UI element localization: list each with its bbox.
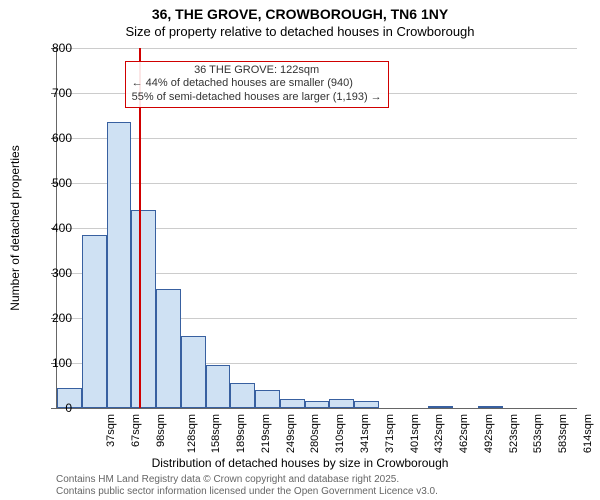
annotation-box: 36 THE GROVE: 122sqm← 44% of detached ho… <box>125 61 389 108</box>
y-tick-label: 0 <box>32 401 72 415</box>
histogram-bar <box>230 383 255 408</box>
gridline <box>57 138 577 139</box>
attribution-line: Contains HM Land Registry data © Crown c… <box>56 474 438 486</box>
y-tick-label: 400 <box>32 221 72 235</box>
x-tick-label: 401sqm <box>409 414 421 453</box>
x-tick-label: 249sqm <box>285 414 297 453</box>
attribution: Contains HM Land Registry data © Crown c… <box>56 474 438 498</box>
x-tick-label: 341sqm <box>359 414 371 453</box>
chart-container: 36, THE GROVE, CROWBOROUGH, TN6 1NY Size… <box>0 0 600 500</box>
attribution-line: Contains public sector information licen… <box>56 486 438 498</box>
histogram-bar <box>280 399 305 408</box>
y-tick-label: 800 <box>32 41 72 55</box>
histogram-bar <box>478 406 503 408</box>
histogram-bar <box>255 390 280 408</box>
annotation-line: 36 THE GROVE: 122sqm <box>132 64 382 78</box>
x-tick-label: 98sqm <box>155 414 167 447</box>
x-tick-label: 583sqm <box>557 414 569 453</box>
histogram-bar <box>354 401 379 408</box>
x-tick-label: 523sqm <box>508 414 520 453</box>
y-axis-title: Number of detached properties <box>8 145 22 310</box>
chart-subtitle: Size of property relative to detached ho… <box>0 24 600 44</box>
x-tick-label: 189sqm <box>235 414 247 453</box>
x-tick-label: 310sqm <box>334 414 346 453</box>
gridline <box>57 183 577 184</box>
x-tick-label: 158sqm <box>211 414 223 453</box>
x-tick-label: 280sqm <box>310 414 322 453</box>
x-tick-label: 371sqm <box>384 414 396 453</box>
y-tick-label: 500 <box>32 176 72 190</box>
y-tick-label: 100 <box>32 356 72 370</box>
y-tick-label: 600 <box>32 131 72 145</box>
gridline <box>57 48 577 49</box>
histogram-bar <box>82 235 107 408</box>
annotation-line: ← 44% of detached houses are smaller (94… <box>132 77 382 91</box>
y-tick-label: 300 <box>32 266 72 280</box>
x-tick-label: 462sqm <box>458 414 470 453</box>
histogram-bar <box>107 122 132 408</box>
x-tick-label: 37sqm <box>105 414 117 447</box>
x-tick-label: 553sqm <box>532 414 544 453</box>
histogram-bar <box>329 399 354 408</box>
histogram-bar <box>305 401 330 408</box>
x-tick-label: 492sqm <box>483 414 495 453</box>
histogram-bar <box>156 289 181 408</box>
x-tick-label: 614sqm <box>582 414 594 453</box>
x-axis-title: Distribution of detached houses by size … <box>0 456 600 470</box>
y-tick-label: 700 <box>32 86 72 100</box>
plot-area: 36 THE GROVE: 122sqm← 44% of detached ho… <box>56 48 577 409</box>
histogram-bar <box>428 406 453 408</box>
y-tick-label: 200 <box>32 311 72 325</box>
x-tick-label: 67sqm <box>130 414 142 447</box>
x-tick-label: 219sqm <box>260 414 272 453</box>
chart-title: 36, THE GROVE, CROWBOROUGH, TN6 1NY <box>0 0 600 24</box>
histogram-bar <box>131 210 156 408</box>
x-tick-label: 432sqm <box>433 414 445 453</box>
histogram-bar <box>206 365 231 408</box>
x-tick-label: 128sqm <box>186 414 198 453</box>
histogram-bar <box>181 336 206 408</box>
annotation-line: 55% of semi-detached houses are larger (… <box>132 91 382 105</box>
